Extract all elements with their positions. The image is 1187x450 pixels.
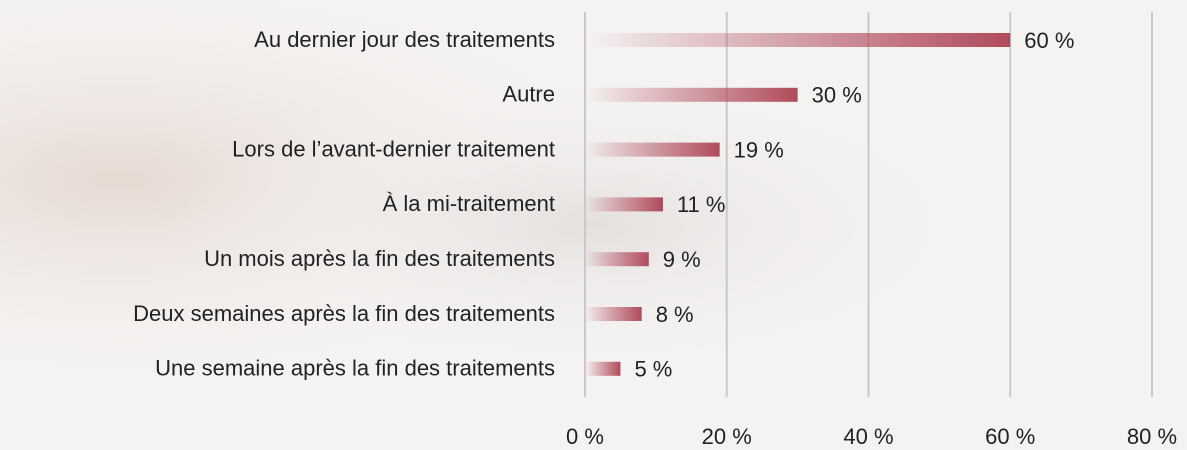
x-tick-label: 80 % (1127, 424, 1177, 449)
bar (585, 252, 649, 267)
value-label: 60 % (1024, 28, 1074, 53)
bar (585, 307, 642, 321)
y-tick-label: Une semaine après la fin des traitements (155, 356, 555, 381)
bar (585, 361, 621, 376)
value-label: 30 % (812, 83, 862, 108)
bar (585, 33, 1011, 47)
x-tick-label: 60 % (985, 424, 1035, 449)
y-tick-label: Au dernier jour des traitements (254, 27, 555, 52)
bar (585, 197, 663, 212)
value-label: 5 % (634, 357, 672, 382)
x-tick-label: 20 % (702, 424, 752, 449)
y-tick-label: Autre (502, 82, 555, 107)
x-tick-label: 0 % (566, 424, 604, 449)
value-label: 19 % (734, 137, 784, 162)
bar (585, 142, 720, 157)
value-label: 9 % (663, 247, 701, 272)
value-label: 11 % (677, 192, 726, 217)
y-tick-label: Lors de l’avant-dernier traitement (232, 136, 555, 161)
x-tick-label: 40 % (843, 424, 893, 449)
y-tick-label: Un mois après la fin des traitements (204, 246, 555, 271)
bar (585, 87, 798, 102)
y-tick-label: Deux semaines après la fin des traitemen… (133, 301, 555, 326)
y-tick-label: À la mi-traitement (383, 191, 555, 216)
value-label: 8 % (656, 302, 694, 327)
